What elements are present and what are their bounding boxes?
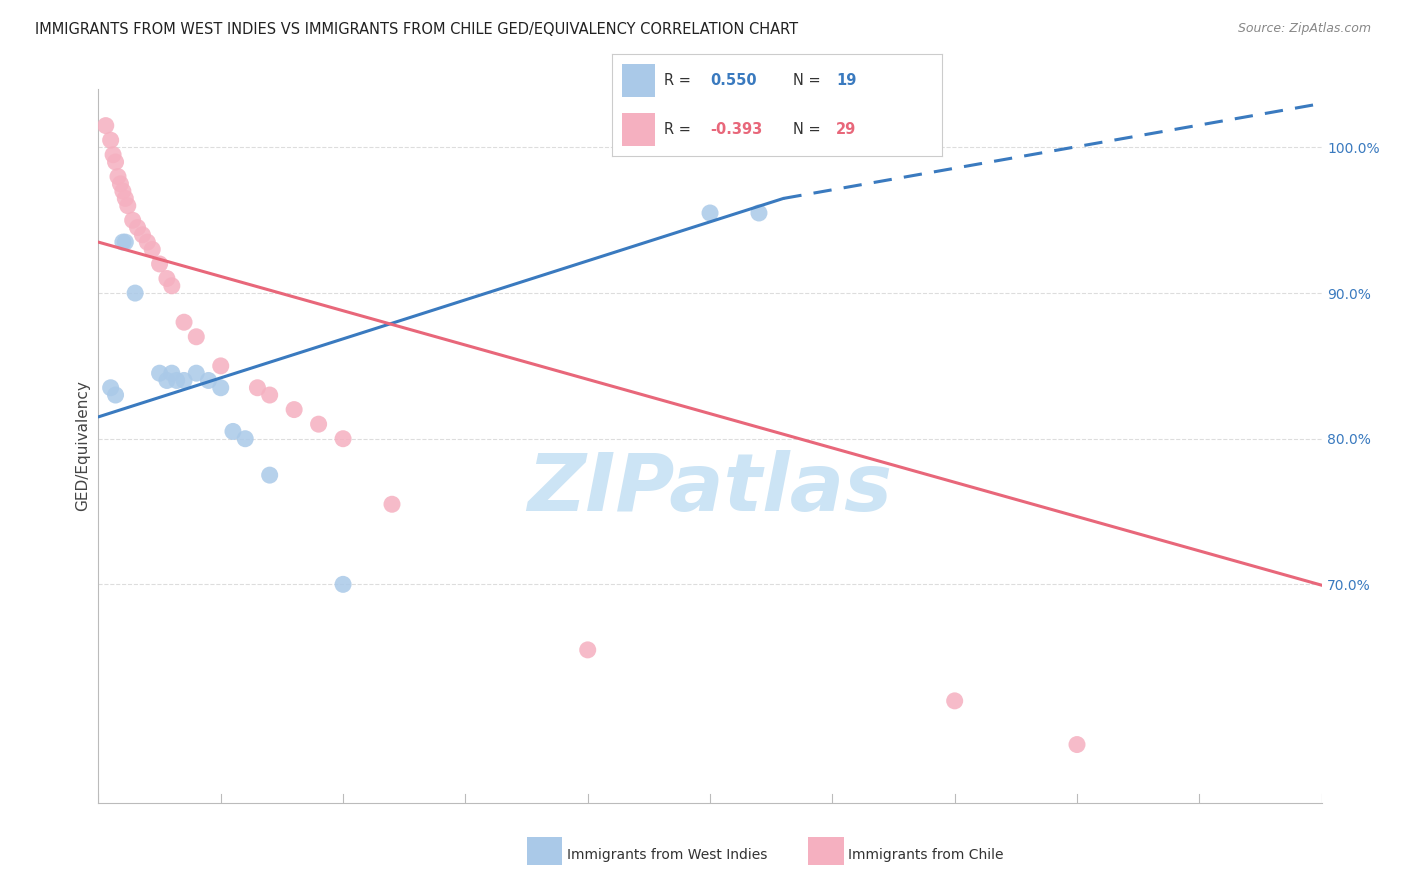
Text: 0.550: 0.550 (710, 72, 758, 87)
Point (156, 271, 179, 285)
Text: 29: 29 (837, 122, 856, 137)
Text: Immigrants from West Indies: Immigrants from West Indies (567, 848, 768, 863)
Point (209, 359, 232, 373)
Point (197, 374, 219, 388)
Point (186, 330, 208, 344)
Point (233, 432, 256, 446)
Text: 19: 19 (837, 72, 856, 87)
Point (173, 374, 195, 388)
Text: N =: N = (793, 122, 825, 137)
Point (699, 206, 721, 220)
Point (110, 177, 132, 191)
Bar (621, 64, 655, 96)
Point (104, 155, 127, 169)
Point (114, 191, 136, 205)
Point (283, 402, 305, 417)
Point (173, 315, 195, 329)
Point (149, 257, 172, 271)
Point (121, 213, 143, 227)
Point (107, 169, 129, 184)
Bar (621, 113, 655, 145)
Point (209, 381, 232, 395)
Point (186, 366, 208, 380)
Text: ZIPatlas: ZIPatlas (527, 450, 893, 528)
Point (308, 417, 330, 432)
Text: R =: R = (665, 122, 696, 137)
Point (160, 278, 183, 293)
Point (141, 243, 163, 257)
Point (111, 184, 134, 198)
Point (104, 388, 127, 402)
Point (246, 381, 269, 395)
Point (259, 468, 281, 483)
Point (124, 286, 146, 301)
Text: Source: ZipAtlas.com: Source: ZipAtlas.com (1237, 22, 1371, 36)
Point (332, 577, 354, 591)
Point (160, 366, 183, 380)
Y-axis label: GED/Equivalency: GED/Equivalency (75, 381, 90, 511)
Text: IMMIGRANTS FROM WEST INDIES VS IMMIGRANTS FROM CHILE GED/EQUIVALENCY CORRELATION: IMMIGRANTS FROM WEST INDIES VS IMMIGRANT… (35, 22, 799, 37)
Point (111, 235, 134, 249)
Point (1066, 738, 1088, 752)
Point (332, 432, 354, 446)
Point (100, 381, 122, 395)
Point (131, 227, 153, 242)
Text: Immigrants from Chile: Immigrants from Chile (848, 848, 1004, 863)
Point (576, 643, 599, 657)
Point (100, 133, 122, 147)
Point (943, 694, 966, 708)
Point (114, 235, 136, 249)
Point (259, 388, 281, 402)
Point (117, 199, 139, 213)
Text: -0.393: -0.393 (710, 122, 763, 137)
Text: R =: R = (665, 72, 696, 87)
Point (381, 497, 404, 511)
Point (94, 119, 117, 133)
Point (166, 374, 188, 388)
Text: N =: N = (793, 72, 825, 87)
Point (156, 374, 179, 388)
Point (127, 220, 149, 235)
Point (748, 206, 770, 220)
Point (136, 235, 159, 249)
Point (149, 366, 172, 380)
Point (101, 147, 124, 161)
Point (222, 425, 245, 439)
